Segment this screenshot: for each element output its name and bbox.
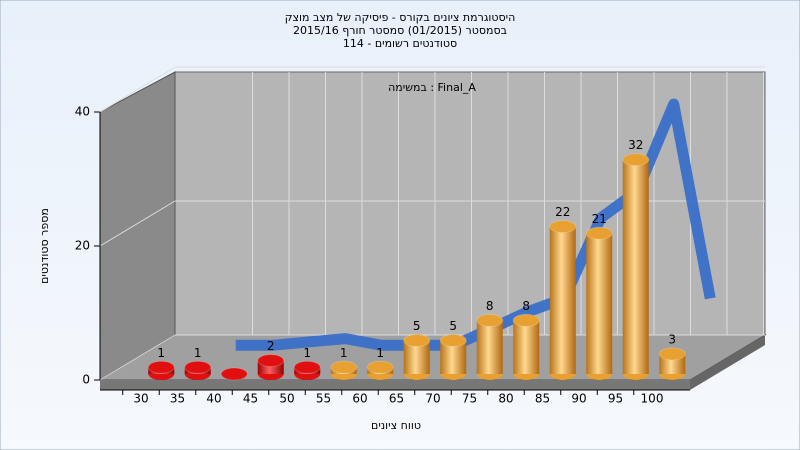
y-axis-label: מספר סטודנטים [38,208,51,284]
data-label: 8 [522,299,530,313]
x-tick-label: 75 [462,392,477,406]
data-label: 5 [413,319,421,333]
bar-top [293,360,321,374]
bar-top [439,334,467,347]
bar-body [622,159,649,374]
bar [439,334,467,380]
bar-top [147,360,175,374]
bar-top [549,220,577,234]
bar-body [513,320,540,374]
data-label: 1 [303,346,311,360]
grid-line [99,66,176,113]
x-tick-label: 95 [608,392,623,406]
x-tick-label: 65 [389,392,404,406]
annotation: במשימה : Final_A [388,81,476,94]
bar-top [366,360,394,374]
title-line: היסטוגרמת ציונים בקורס - פיסיקה של מצב מ… [285,11,516,24]
bar-top [658,347,686,361]
data-label: 8 [486,299,494,313]
x-tick-label: 45 [243,392,258,406]
bar-body [476,320,503,374]
x-tick-label: 90 [571,392,586,406]
y-tick-label: 0 [82,373,90,387]
data-label: 2 [267,339,275,353]
grid-line [99,334,176,381]
bar-top [184,360,212,374]
data-label: 32 [628,138,643,152]
bar-top [257,354,285,368]
floor-edge [100,380,690,390]
floor-edge-side [690,335,765,390]
grid-line [99,200,176,247]
bar [330,360,358,380]
bar [220,367,248,381]
x-tick-label: 80 [498,392,513,406]
data-label: 22 [555,205,570,219]
x-tick-label: 55 [316,392,331,406]
x-tick-label: 50 [279,392,294,406]
data-label: 5 [449,319,457,333]
data-label: 1 [194,346,202,360]
bar [549,220,577,380]
data-label: 21 [592,212,607,226]
bar-top [512,313,540,327]
x-tick-label: 35 [170,392,185,406]
y-tick-label: 40 [75,105,90,119]
data-label: 1 [340,346,348,360]
side-wall [99,71,176,381]
bar [476,313,504,380]
x-tick-label: 70 [425,392,440,406]
bar [512,313,540,380]
bar [658,347,686,380]
bar-top [220,367,248,381]
x-tick-label: 30 [133,392,148,406]
bar [585,226,613,380]
x-axis-label: טווח ציונים [371,419,421,432]
title-line: 114 - סטודנטים רשומים [343,37,457,50]
y-tick-label: 20 [75,239,90,253]
bar-top [622,153,650,167]
bar [184,360,212,380]
bar-top [585,226,613,240]
bar-body [586,233,613,374]
bar [366,360,394,380]
x-tick-label: 40 [206,392,221,406]
x-tick-label: 85 [535,392,550,406]
x-tick-label: 100 [641,392,664,406]
bar [403,334,431,380]
x-tick-label: 60 [352,392,367,406]
title-line: בסמסטר (01/2015) סמסטר חורף 2015/16 [293,24,507,37]
bar-top [330,360,358,374]
bar [622,153,650,380]
bar [293,360,321,380]
bar [257,354,285,380]
bar-top [476,313,504,327]
bar-body [549,226,576,374]
data-label: 1 [376,346,384,360]
bar-top [403,334,431,347]
bar [147,360,175,380]
data-label: 1 [157,346,165,360]
data-label: 3 [668,332,676,346]
